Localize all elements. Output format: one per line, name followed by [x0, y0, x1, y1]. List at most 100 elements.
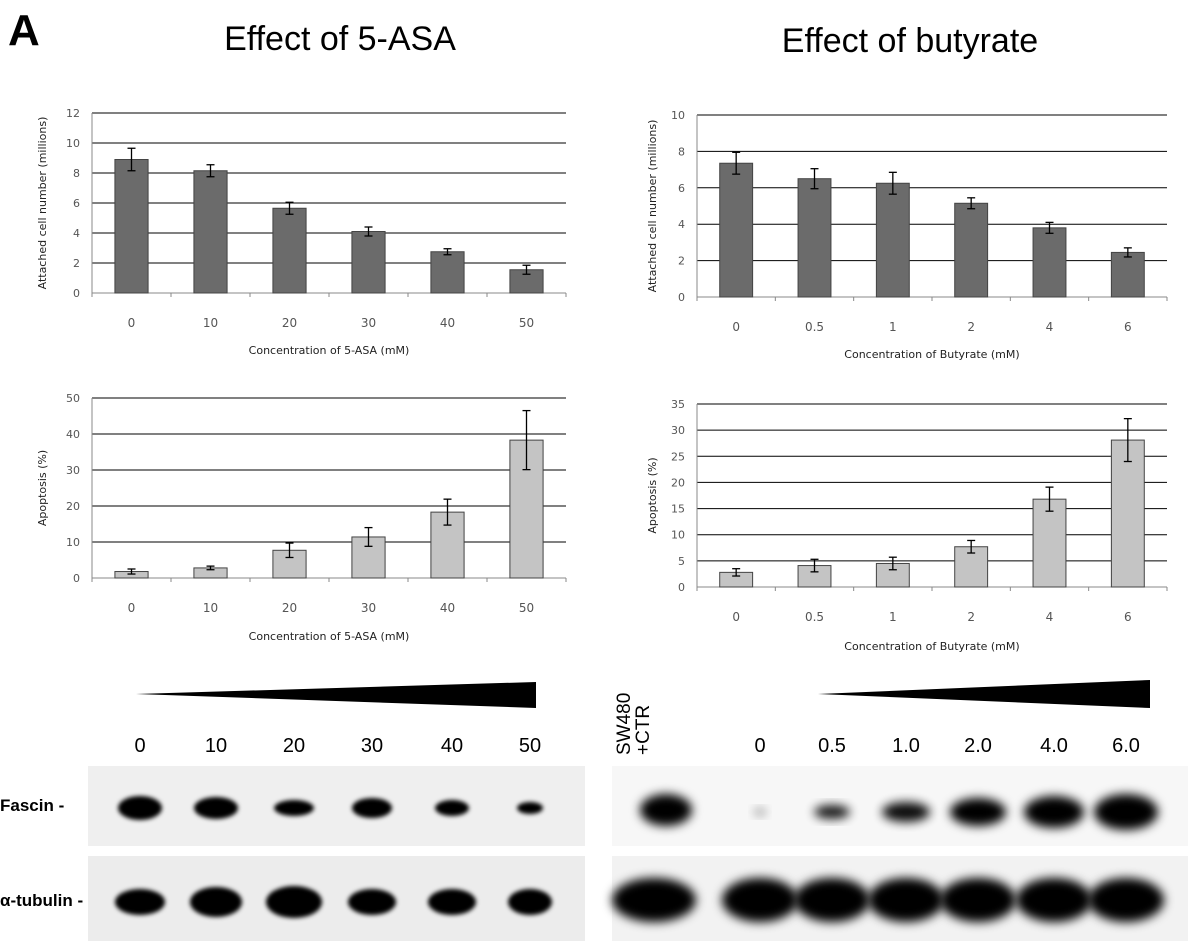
blot-band: [754, 808, 766, 816]
chart-asa-apoptosis: 0 10 20 30 40 50 0 10 20 30 40 50 Concentration of 5…: [36, 392, 567, 643]
lane-label: 40: [440, 735, 464, 757]
lane-label: 50: [518, 735, 542, 757]
y-tick-label: 10: [671, 529, 685, 542]
right-tubulin-bands: [612, 878, 1164, 922]
x-tick-label: 2: [967, 610, 975, 624]
blot-band: [274, 800, 314, 816]
y-tick-label: 20: [66, 500, 80, 513]
x-tick-label: 20: [282, 601, 297, 615]
y-tick-label: 30: [671, 424, 685, 437]
lane-label: 20: [282, 735, 306, 757]
y-tick-label: 2: [73, 257, 80, 270]
blot-band: [722, 878, 798, 922]
y-tick-label: 25: [671, 450, 685, 463]
control-lane-label: SW480 +CTR: [614, 692, 654, 755]
y-tick-label: 0: [73, 572, 80, 585]
x-tick-label: 40: [440, 601, 455, 615]
blot-band: [1024, 796, 1084, 828]
y-axis-label: Apoptosis (%): [646, 457, 659, 533]
western-blots: [88, 766, 1188, 941]
x-tick-label: 10: [203, 601, 218, 615]
y-tick-label: 0: [73, 287, 80, 300]
chart-asa-attached: 0 2 4 6 8 10 12 0 10 20 30 40 50 Concentration of 5-A…: [36, 107, 567, 357]
lane-label: 0: [134, 735, 146, 757]
x-tick-label: 4: [1046, 610, 1054, 624]
x-tick-label: 0: [732, 610, 740, 624]
left-gradient-triangle: [136, 682, 536, 708]
blot-band: [950, 798, 1006, 826]
lane-label: 1.0: [892, 735, 920, 757]
bar: [272, 207, 307, 294]
left-fascin-blot: [88, 766, 585, 846]
blot-band: [612, 878, 696, 922]
x-axis-label: Concentration of 5-ASA (mM): [249, 344, 410, 357]
blot-band: [508, 889, 552, 915]
bar: [719, 162, 754, 298]
x-tick-label: 20: [282, 316, 297, 330]
bar: [1032, 498, 1067, 588]
y-tick-label: 10: [671, 109, 685, 122]
blot-band: [640, 794, 692, 826]
bar: [114, 159, 149, 294]
blot-band: [190, 887, 242, 917]
blot-band: [348, 889, 396, 915]
y-tick-label: 40: [66, 428, 80, 441]
x-tick-label: 6: [1124, 320, 1132, 334]
blot-band: [868, 878, 944, 922]
blot-band: [194, 797, 238, 819]
blot-band: [118, 796, 162, 820]
bar: [954, 202, 989, 298]
left-fascin-bands: [118, 796, 543, 820]
lane-label: 4.0: [1040, 735, 1068, 757]
x-tick-label: 2: [967, 320, 975, 334]
lane-label: 0: [754, 735, 766, 757]
blot-band: [115, 889, 165, 915]
y-tick-label: 15: [671, 503, 685, 516]
lane-label: 30: [360, 735, 384, 757]
concentration-gradients: [136, 680, 1150, 708]
blot-band: [1088, 878, 1164, 922]
chart-but-apoptosis: 0 5 10 15 20 25 30 35 0 0.5 1 2 4 6 Concentration of B…: [646, 398, 1168, 653]
y-tick-label: 20: [671, 476, 685, 489]
x-tick-label: 0: [128, 316, 136, 330]
x-axis-label: Concentration of Butyrate (mM): [844, 640, 1019, 653]
right-gradient-triangle: [818, 680, 1150, 708]
y-tick-label: 6: [678, 182, 685, 195]
x-tick-label: 0.5: [805, 610, 824, 624]
y-tick-label: 0: [678, 291, 685, 304]
y-tick-label: 12: [66, 107, 80, 120]
y-axis-label: Attached cell number (millions): [36, 117, 49, 290]
y-tick-label: 4: [73, 227, 80, 240]
left-tubulin-bands: [115, 886, 552, 918]
lane-label: 2.0: [964, 735, 992, 757]
y-tick-label: 10: [66, 137, 80, 150]
y-tick-label: 0: [678, 581, 685, 594]
bar: [351, 231, 386, 294]
x-axis-label: Concentration of 5-ASA (mM): [249, 630, 410, 643]
control-lane-label-text: SW480 +CTR: [614, 692, 654, 755]
blot-band: [428, 889, 476, 915]
blot-band: [1094, 794, 1158, 830]
y-tick-label: 8: [678, 145, 685, 158]
x-tick-label: 4: [1046, 320, 1054, 334]
blot-band: [517, 802, 543, 814]
blot-band: [352, 798, 392, 818]
fascin-row-label: Fascin -: [0, 796, 65, 815]
x-tick-label: 50: [519, 601, 534, 615]
left-tubulin-blot: [88, 856, 585, 941]
y-tick-label: 6: [73, 197, 80, 210]
x-tick-label: 0: [128, 601, 136, 615]
x-tick-label: 0: [732, 320, 740, 334]
bar: [797, 178, 832, 298]
panel-letter: A: [8, 6, 40, 55]
chart-but-attached: 0 2 4 6 8 10 0 0.5 1 2 4 6 Concentration of Butyrate…: [646, 109, 1168, 361]
x-tick-label: 6: [1124, 610, 1132, 624]
y-tick-label: 30: [66, 464, 80, 477]
x-tick-label: 40: [440, 316, 455, 330]
left-column-title: Effect of 5-ASA: [224, 20, 456, 58]
blot-band: [794, 878, 870, 922]
y-tick-label: 4: [678, 218, 685, 231]
bar: [1032, 227, 1067, 298]
y-axis-label: Attached cell number (millions): [646, 120, 659, 293]
